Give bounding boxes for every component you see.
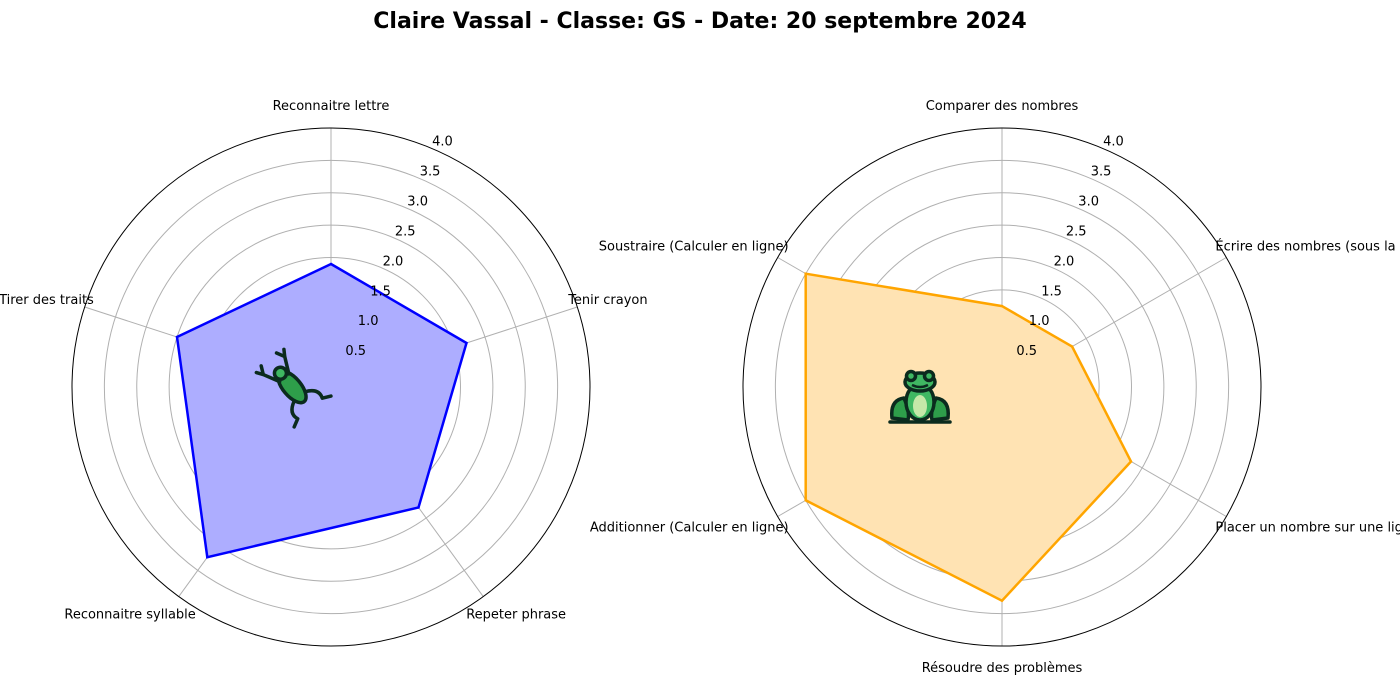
data-point — [175, 335, 179, 339]
page-title: Claire Vassal - Classe: GS - Date: 20 se… — [373, 9, 1027, 34]
category-label: Soustraire (Calculer en ligne) — [599, 240, 789, 255]
radar-chart-french: 0.5 1.0 1.5 2.0 2.5 3.0 3.5 4.0 Reconnaitre lett… — [0, 99, 648, 647]
category-label: Reconnaitre lettre — [273, 99, 390, 114]
radial-tick-label: 2.5 — [1066, 224, 1087, 239]
radial-tick-label: 3.5 — [1091, 165, 1112, 180]
category-label: Écrire des nombres (sous la dictée) — [1215, 239, 1400, 255]
radial-tick-label: 0.5 — [345, 344, 366, 359]
radial-tick-label: 3.0 — [407, 195, 428, 210]
radial-tick-label: 3.5 — [420, 165, 441, 180]
polar-frame — [71, 127, 591, 647]
category-label: Additionner (Calculer en ligne) — [590, 521, 789, 536]
data-point — [804, 272, 807, 275]
data-point — [804, 499, 807, 502]
polar-frame — [742, 127, 1262, 647]
data-point — [329, 262, 333, 266]
category-label: Résoudre des problèmes — [922, 661, 1083, 676]
radial-tick-label: 1.0 — [358, 314, 379, 329]
data-point — [1070, 345, 1074, 348]
data-point — [206, 556, 209, 559]
radial-tick-label: 4.0 — [432, 135, 453, 150]
series-area — [805, 273, 1131, 601]
category-label: Comparer des nombres — [926, 99, 1079, 114]
frog-sitting-icon — [888, 369, 952, 424]
data-point — [417, 506, 420, 509]
radar-chart-math: 0.5 1.0 1.5 2.0 2.5 3.0 3.5 4.0 Comparer des nom… — [590, 99, 1400, 676]
category-label: Reconnaitre syllable — [64, 607, 195, 622]
radial-tick-label: 1.5 — [370, 284, 391, 299]
radial-tick-label: 2.0 — [383, 254, 404, 269]
radial-tick-label: 0.5 — [1016, 344, 1037, 359]
category-label: Repeter phrase — [466, 607, 566, 622]
series-area — [177, 264, 467, 558]
data-point — [1129, 460, 1133, 463]
series-line — [175, 262, 468, 559]
category-label: Tirer des traits — [0, 293, 94, 308]
data-point — [1000, 304, 1004, 308]
radial-tick-label: 4.0 — [1103, 135, 1124, 150]
radial-tick-label: 1.5 — [1041, 284, 1062, 299]
data-point — [465, 341, 468, 345]
radial-tick-label: 1.0 — [1029, 314, 1050, 329]
category-label: Tenir crayon — [567, 293, 647, 308]
radial-tick-label: 2.5 — [395, 224, 416, 239]
frog-leaping-icon — [254, 347, 333, 429]
category-label: Placer un nombre sur une ligne graduée — [1215, 521, 1400, 536]
radial-tick-label: 2.0 — [1054, 254, 1075, 269]
radial-tick-label: 3.0 — [1078, 195, 1099, 210]
data-point — [1000, 599, 1004, 602]
